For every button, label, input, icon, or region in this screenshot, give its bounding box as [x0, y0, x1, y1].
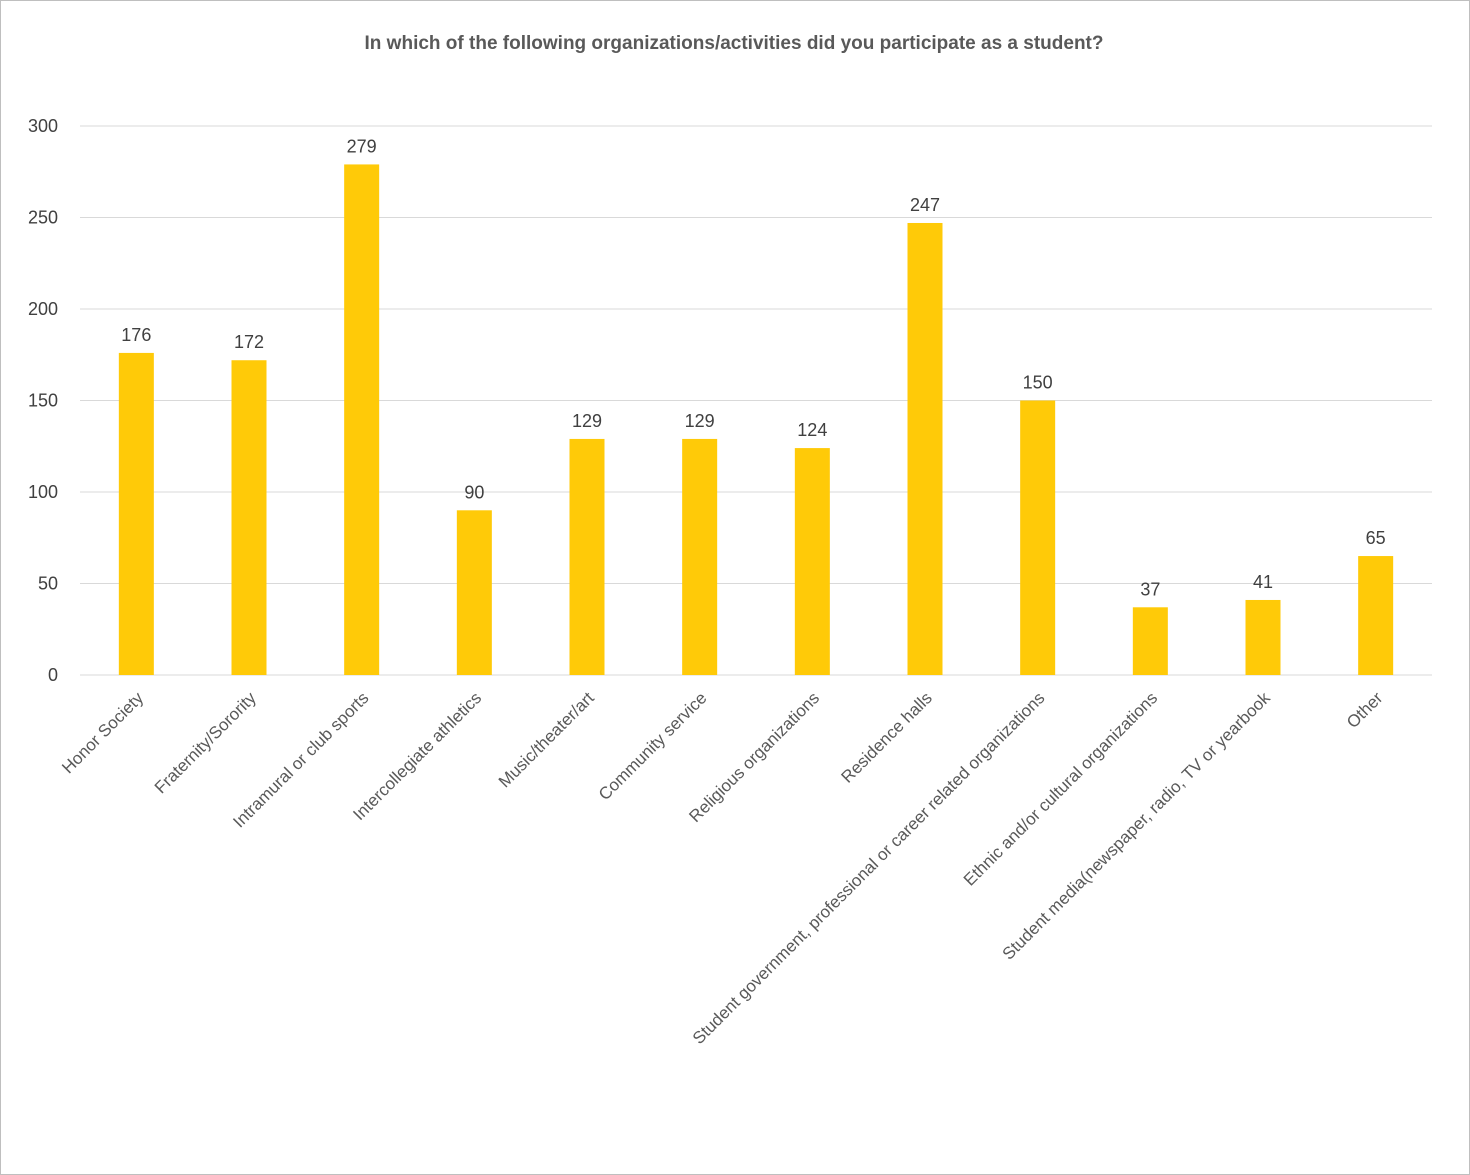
x-tick-label: Community service: [595, 688, 711, 804]
data-label: 176: [121, 325, 151, 345]
bar: [1358, 556, 1394, 675]
y-tick-label: 100: [28, 482, 58, 502]
y-tick-label: 50: [38, 574, 58, 594]
bar: [569, 438, 605, 675]
bar: [682, 438, 718, 675]
y-tick-label: 0: [48, 665, 58, 685]
x-tick-label: Ethnic and/or cultural organizations: [960, 688, 1161, 889]
x-tick-label: Student media(newspaper, radio, TV or ye…: [999, 688, 1275, 964]
x-tick-label: Honor Society: [58, 688, 147, 777]
bar: [907, 222, 943, 676]
chart-title: In which of the following organizations/…: [364, 33, 1104, 54]
data-label: 172: [234, 332, 264, 352]
bar: [231, 360, 267, 675]
y-tick-label: 150: [28, 391, 58, 411]
x-tick-label: Religious organizations: [685, 688, 823, 826]
bar: [118, 352, 154, 675]
bars: [118, 164, 1394, 676]
data-label: 37: [1140, 579, 1160, 599]
y-tick-label: 300: [28, 116, 58, 136]
data-label: 279: [347, 136, 377, 156]
x-tick-label: Music/theater/art: [495, 688, 598, 791]
x-axis-labels: Honor Society Fraternity/SororityIntramur…: [58, 688, 1387, 1048]
data-labels: 176 172 279 90 129 129 124 247 150 37 41 65: [121, 136, 1385, 599]
data-label: 124: [797, 420, 827, 440]
y-axis-ticks: 0 50 100 150 200 250 300: [28, 116, 58, 685]
x-tick-label: Other: [1343, 688, 1387, 732]
x-tick-label: Residence halls: [838, 688, 936, 786]
y-tick-label: 250: [28, 208, 58, 228]
bar: [344, 164, 380, 675]
data-label: 90: [464, 482, 484, 502]
data-label: 65: [1366, 528, 1386, 548]
data-label: 247: [910, 195, 940, 215]
bar: [456, 510, 492, 675]
bar: [1245, 599, 1281, 675]
data-label: 129: [572, 411, 602, 431]
bar: [1132, 607, 1168, 675]
x-tick-label: Intercollegiate athletics: [349, 688, 485, 824]
data-label: 129: [685, 411, 715, 431]
gridlines: [80, 125, 1432, 676]
x-tick-label: Fraternity/Sorority: [151, 688, 260, 797]
bar: [1020, 400, 1056, 675]
bar: [794, 448, 830, 675]
data-label: 41: [1253, 572, 1273, 592]
y-tick-label: 200: [28, 299, 58, 319]
data-label: 150: [1023, 373, 1053, 393]
